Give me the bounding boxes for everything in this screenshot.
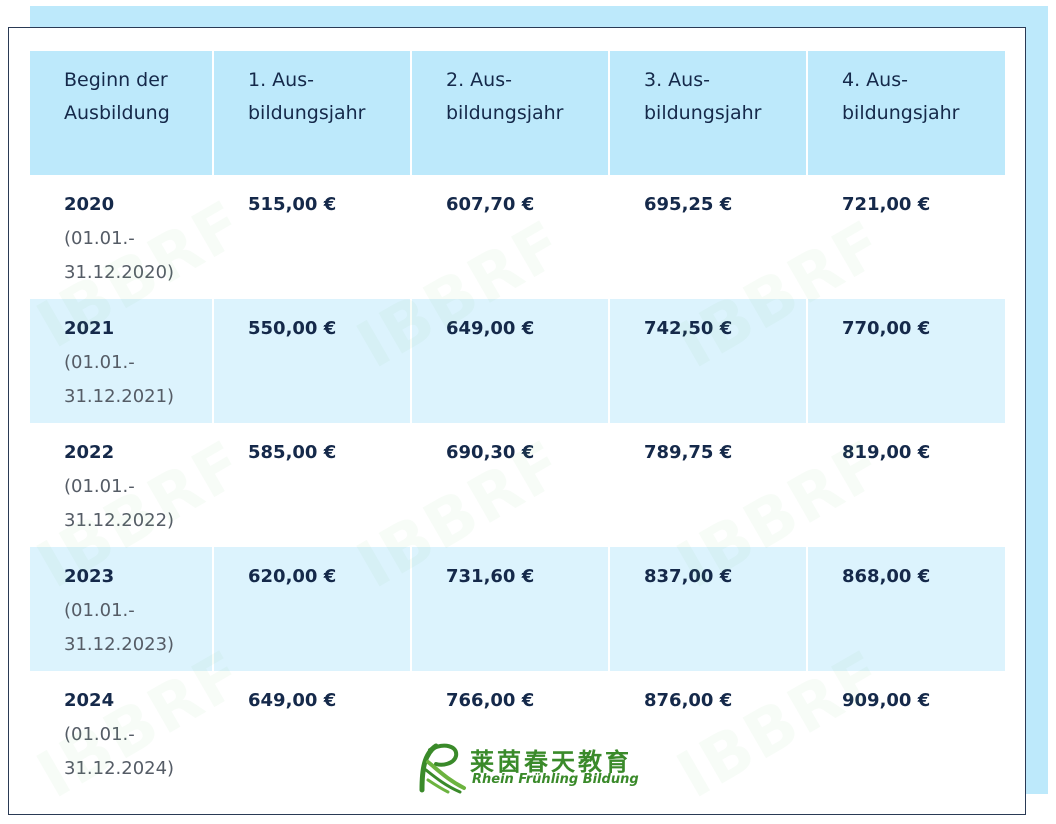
table-row: 2021 (01.01.- 31.12.2021) 550,00 € 649,00 … (30, 299, 1005, 423)
header-row: Beginn der Ausbildung 1. Aus-bildungsjahr… (30, 51, 1005, 175)
amount-cell: 690,30 € (410, 423, 609, 547)
amount-cell: 770,00 € (806, 299, 1005, 423)
amount-cell: 585,00 € (212, 423, 411, 547)
logo-english-text: Rhein Frühling Bildung (472, 772, 639, 787)
start-cell: 2022 (01.01.- 31.12.2022) (30, 423, 213, 547)
start-cell: 2020 (01.01.- 31.12.2020) (30, 175, 213, 299)
start-cell: 2024 (01.01.- 31.12.2024) (30, 671, 213, 795)
amount-cell: 721,00 € (806, 175, 1005, 299)
header-cell-year-3: 3. Aus-bildungsjahr (608, 51, 807, 175)
amount-cell: 742,50 € (608, 299, 807, 423)
table-row: 2024 (01.01.- 31.12.2024) 649,00 € 766,00 … (30, 671, 1005, 795)
logo-chinese-text: 莱茵春天教育 (470, 747, 632, 776)
header-cell-year-4: 4. Aus-bildungsjahr (806, 51, 1005, 175)
start-cell: 2023 (01.01.- 31.12.2023) (30, 547, 213, 671)
table-card: Beginn der Ausbildung 1. Aus-bildungsjahr… (8, 27, 1026, 815)
start-cell: 2021 (01.01.- 31.12.2021) (30, 299, 213, 423)
training-allowance-table: Beginn der Ausbildung 1. Aus-bildungsjahr… (30, 51, 1005, 795)
amount-cell: 868,00 € (806, 547, 1005, 671)
table-row: 2022 (01.01.- 31.12.2022) 585,00 € 690,30 … (30, 423, 1005, 547)
amount-cell: 515,00 € (212, 175, 411, 299)
amount-cell: 620,00 € (212, 547, 411, 671)
table-row: 2020 (01.01.- 31.12.2020) 515,00 € 607,70 … (30, 175, 1005, 299)
amount-cell: 607,70 € (410, 175, 609, 299)
company-logo: 莱茵春天教育 Rhein Frühling Bildung (416, 740, 656, 798)
amount-cell: 909,00 € (806, 671, 1005, 795)
amount-cell: 550,00 € (212, 299, 411, 423)
amount-cell: 649,00 € (212, 671, 411, 795)
header-cell-year-1: 1. Aus-bildungsjahr (212, 51, 411, 175)
amount-cell: 819,00 € (806, 423, 1005, 547)
table-row: 2023 (01.01.- 31.12.2023) 620,00 € 731,60 … (30, 547, 1005, 671)
amount-cell: 789,75 € (608, 423, 807, 547)
amount-cell: 695,25 € (608, 175, 807, 299)
amount-cell: 649,00 € (410, 299, 609, 423)
header-cell-start: Beginn der Ausbildung (30, 51, 213, 175)
wave-logo-icon (419, 743, 466, 794)
header-cell-year-2: 2. Aus-bildungsjahr (410, 51, 609, 175)
amount-cell: 837,00 € (608, 547, 807, 671)
amount-cell: 876,00 € (608, 671, 807, 795)
amount-cell: 731,60 € (410, 547, 609, 671)
